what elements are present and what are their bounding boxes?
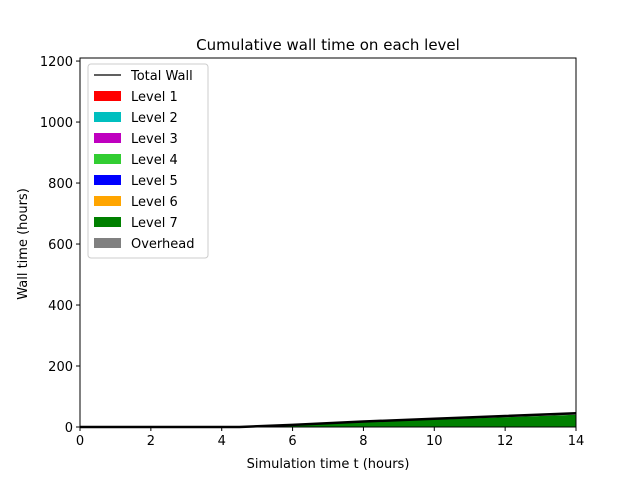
legend-label-level-5: Level 5 <box>131 174 178 189</box>
legend-label-level-3: Level 3 <box>131 132 178 147</box>
legend-label-level-4: Level 4 <box>131 153 178 168</box>
y-axis-label: Wall time (hours) <box>16 188 31 300</box>
y-tick-label: 1000 <box>40 116 73 131</box>
legend-label-level-2: Level 2 <box>131 111 178 126</box>
legend-swatch-level-3 <box>94 133 121 143</box>
y-tick-label: 600 <box>48 238 73 253</box>
y-tick-label: 800 <box>48 177 73 192</box>
plot-frame <box>79 57 577 428</box>
y-tick-label: 1200 <box>40 55 73 70</box>
legend-swatch-level-5 <box>94 175 121 185</box>
legend: Total Wall Level 1 Level 2 Level 3 Level 4 Le… <box>87 63 209 259</box>
x-axis: 0 2 4 6 8 10 12 14 <box>76 427 584 449</box>
legend-label-level-7: Level 7 <box>131 216 178 231</box>
x-tick-label: 2 <box>147 434 155 449</box>
x-tick-label: 4 <box>218 434 226 449</box>
x-tick-label: 0 <box>76 434 84 449</box>
y-axis: 0 200 400 600 800 1000 1200 <box>40 55 80 436</box>
legend-swatch-level-7 <box>94 217 121 227</box>
y-tick-label: 400 <box>48 299 73 314</box>
y-tick-label: 200 <box>48 360 73 375</box>
x-tick-label: 14 <box>568 434 585 449</box>
legend-swatch-level-1 <box>94 91 121 101</box>
legend-swatch-level-2 <box>94 112 121 122</box>
legend-label-level-6: Level 6 <box>131 195 178 210</box>
plot-area <box>79 57 577 429</box>
legend-label-level-1: Level 1 <box>131 90 178 105</box>
chart-title: Cumulative wall time on each level <box>196 36 460 54</box>
legend-label-total-wall: Total Wall <box>130 69 193 84</box>
x-tick-label: 8 <box>359 434 367 449</box>
legend-swatch-level-4 <box>94 154 121 164</box>
area-level-7 <box>80 414 576 427</box>
legend-label-overhead: Overhead <box>131 237 195 252</box>
x-tick-label: 12 <box>497 434 514 449</box>
x-tick-label: 10 <box>426 434 443 449</box>
legend-swatch-level-6 <box>94 196 121 206</box>
x-axis-label: Simulation time t (hours) <box>247 457 410 472</box>
y-tick-label: 0 <box>65 421 73 436</box>
x-tick-label: 6 <box>288 434 296 449</box>
legend-swatch-overhead <box>94 238 121 248</box>
